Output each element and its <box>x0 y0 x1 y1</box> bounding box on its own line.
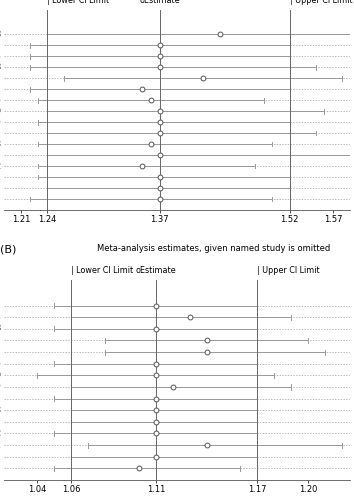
Text: | Lower CI Limit: | Lower CI Limit <box>47 0 109 5</box>
Text: oEstimate: oEstimate <box>136 266 176 275</box>
Text: (B): (B) <box>0 244 16 254</box>
Text: | Upper CI Limit: | Upper CI Limit <box>290 0 352 5</box>
Text: oEstimate: oEstimate <box>139 0 180 5</box>
Text: | Lower CI Limit: | Lower CI Limit <box>71 266 133 275</box>
Text: Meta-analysis estimates, given named study is omitted: Meta-analysis estimates, given named stu… <box>97 244 330 253</box>
Text: | Upper CI Limit: | Upper CI Limit <box>257 266 320 275</box>
